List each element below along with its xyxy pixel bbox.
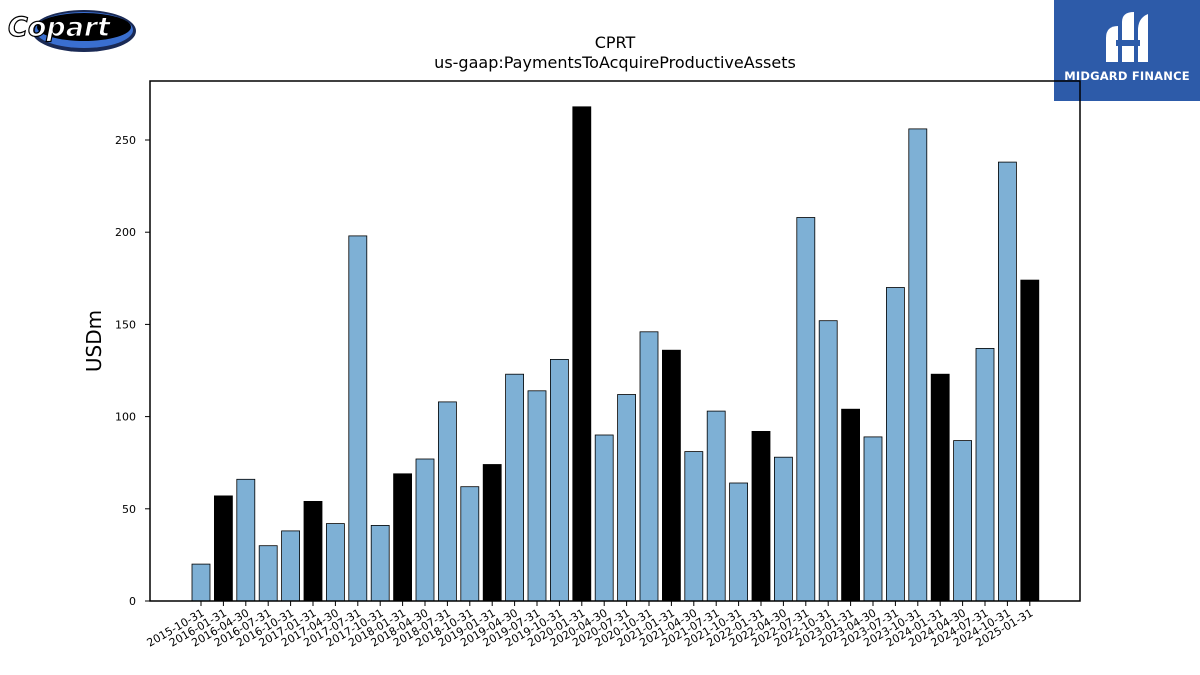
bar-2018-07-31 xyxy=(437,401,457,602)
bar-2020-07-31 xyxy=(617,394,636,602)
bar-2024-01-31 xyxy=(930,373,950,602)
bar-2017-10-31 xyxy=(370,525,390,602)
bar-2019-04-30 xyxy=(505,373,525,602)
copart-logo-text: Copart xyxy=(8,12,111,43)
bar-2016-04-30 xyxy=(236,478,256,602)
bar-2023-01-31 xyxy=(841,408,860,602)
bar-2022-04-30 xyxy=(774,456,793,602)
bar-2024-07-31 xyxy=(975,347,995,602)
bar-2023-07-31 xyxy=(886,287,905,602)
bar-2022-10-31 xyxy=(818,320,838,602)
bar-2023-04-30 xyxy=(863,436,883,602)
bar-2019-01-31 xyxy=(482,464,502,602)
bar-2016-01-31 xyxy=(213,495,233,602)
bar-2018-01-31 xyxy=(393,473,413,602)
bars-group xyxy=(191,106,1040,602)
y-tick-label: 100 xyxy=(115,411,136,424)
bar-2025-01-31 xyxy=(1020,279,1040,602)
bar-2019-07-31 xyxy=(527,390,547,602)
x-axis: 2015-10-312016-01-312016-04-302016-07-31… xyxy=(145,601,1035,650)
midgard-mark-icon xyxy=(1106,12,1148,62)
bar-2020-04-30 xyxy=(594,434,614,602)
bar-2024-04-30 xyxy=(953,440,972,602)
chart-title: CPRT xyxy=(595,33,636,52)
bar-2021-04-30 xyxy=(684,451,704,602)
plot-frame xyxy=(149,80,1081,602)
bar-2016-07-31 xyxy=(258,545,278,602)
y-axis-label: USDm xyxy=(82,310,106,372)
bar-2021-01-31 xyxy=(662,349,681,602)
bar-2015-10-31 xyxy=(191,563,211,602)
midgard-finance-text: MIDGARD FINANCE xyxy=(1064,69,1190,83)
bar-2017-01-31 xyxy=(303,500,323,602)
bar-2017-04-30 xyxy=(325,523,345,602)
bar-2021-10-31 xyxy=(729,482,748,602)
bar-2022-07-31 xyxy=(796,217,816,602)
bar-2020-10-31 xyxy=(639,331,659,602)
bar-2019-10-31 xyxy=(550,358,569,602)
chart-subtitle: us-gaap:PaymentsToAcquireProductiveAsset… xyxy=(434,53,796,72)
y-tick-label: 150 xyxy=(115,318,136,331)
bar-2017-07-31 xyxy=(348,235,368,602)
y-axis: 0 50 100 150 200 250 xyxy=(115,134,150,608)
y-tick-label: 0 xyxy=(129,595,136,608)
bar-2022-01-31 xyxy=(751,430,771,602)
copart-logo: Copart xyxy=(4,4,136,54)
y-tick-label: 200 xyxy=(115,226,136,239)
bar-2016-10-31 xyxy=(281,530,301,602)
y-tick-label: 250 xyxy=(115,134,136,147)
bar-2024-10-31 xyxy=(998,161,1017,602)
bar-2018-10-31 xyxy=(460,486,480,602)
bar-2020-01-31 xyxy=(572,106,592,602)
midgard-finance-logo: MIDGARD FINANCE xyxy=(1054,0,1200,101)
bar-2018-04-30 xyxy=(415,458,435,602)
bar-2023-10-31 xyxy=(908,128,928,602)
y-tick-label: 50 xyxy=(122,503,136,516)
bar-2021-07-31 xyxy=(706,410,726,602)
